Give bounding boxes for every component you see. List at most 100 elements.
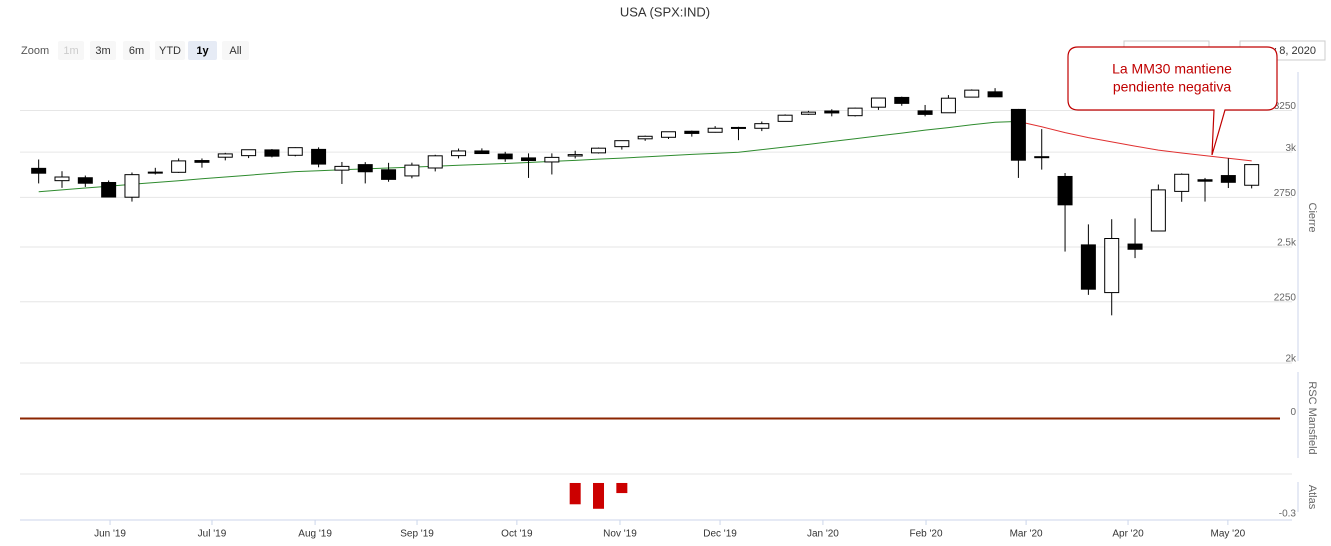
candle-body [404,164,420,177]
candle-body [964,89,980,98]
y-tick-label: 2750 [1274,188,1297,199]
candle-body [870,97,886,108]
candle-body [147,171,163,174]
candle-body [521,157,537,162]
zoom-button[interactable]: All [222,41,249,60]
candle-body [824,110,840,114]
y-tick-label: 2250 [1274,292,1297,303]
candle-body [1034,156,1050,159]
candle-body [357,164,373,173]
x-tick-label: Feb '20 [910,529,943,540]
y-axis-title: Cierre [1306,203,1318,233]
y-tick-label: 3k [1285,143,1297,154]
candle-body [217,153,233,158]
candle-body [1244,164,1260,186]
candle-body [777,114,793,122]
candle-body [1010,108,1026,161]
candle-body [567,154,583,157]
y-tick-label: 0 [1290,407,1296,418]
candle-body [1150,189,1166,232]
zoom-button-bg [155,41,185,60]
candle-body [1220,175,1236,183]
candle-body [101,181,117,198]
candle-body [241,149,257,157]
candle-body [194,160,210,163]
candle-body [754,123,770,129]
candle-body [614,140,630,148]
candle-body [707,127,723,133]
candle-body [800,111,816,115]
candle-body [917,110,933,115]
candle-body [474,150,490,155]
x-tick-label: Mar '20 [1010,529,1043,540]
chart-title: USA (SPX:IND) [620,4,710,19]
candle-body [497,153,513,160]
candle-body [54,176,70,182]
zoom-button[interactable]: YTD [155,41,185,60]
candle-body [1104,238,1120,294]
candle-body [1174,173,1190,192]
zoom-button-bg [58,41,84,60]
candle-body [381,169,397,180]
candle-body [311,148,327,165]
bar [569,482,581,505]
x-tick-label: Jun '19 [94,529,126,540]
candle-body [427,155,443,169]
candle-body [1127,243,1143,250]
annotation-text: La MM30 mantiene [1112,61,1232,77]
bar [616,482,628,494]
zoom-button-bg [188,41,217,60]
zoom-button[interactable]: 1y [188,41,217,60]
candle-body [287,147,303,156]
x-tick-label: Jan '20 [807,529,839,540]
candle-body [940,97,956,114]
x-tick-label: Apr '20 [1112,529,1144,540]
candle-body [730,126,746,129]
candle-body [1080,244,1096,290]
zoom-button[interactable]: 1m [58,41,84,60]
candle-body [637,135,653,140]
zoom-button-label: 6m [129,45,144,57]
x-tick-label: Nov '19 [603,529,637,540]
zoom-button-label: 1m [63,45,78,57]
y-tick-label: -0.3 [1279,508,1297,519]
y-tick-label: 2.5k [1277,238,1297,249]
zoom-button[interactable]: 3m [90,41,116,60]
x-tick-label: Sep '19 [400,529,434,540]
annotation-box [1067,46,1278,156]
annotation-text: pendiente negativa [1113,79,1232,95]
zoom-button[interactable]: 6m [123,41,150,60]
candle-body [77,177,93,184]
candle-body [264,149,280,157]
candle-body [334,165,350,171]
candle-body [451,150,467,157]
zoom-button-label: 1y [196,45,209,57]
x-tick-label: Dec '19 [703,529,737,540]
zoom-button-bg [90,41,116,60]
bar [593,482,605,509]
candle-body [987,91,1003,98]
x-tick-label: Aug '19 [298,529,332,540]
candle-body [894,96,910,104]
x-tick-label: Jul '19 [198,529,227,540]
candle-body [660,131,676,138]
moving-average-line [1018,121,1252,162]
candle-body [591,147,607,154]
candle-body [31,167,47,174]
zoom-button-bg [123,41,150,60]
candle-body [171,160,187,173]
x-tick-label: Oct '19 [501,529,533,540]
candle-body [1057,175,1073,206]
y-axis-title: RSC Mansfield [1306,381,1318,454]
y-tick-label: 2k [1285,354,1297,365]
candle-body [684,130,700,134]
candle-body [847,107,863,117]
candle-body [544,156,560,163]
y-axis-title: Atlas [1306,485,1318,510]
zoom-button-label: 3m [95,45,110,57]
x-tick-label: May '20 [1211,529,1246,540]
zoom-button-bg [222,41,249,60]
zoom-button-label: All [229,45,241,57]
candle-body [1197,179,1213,182]
